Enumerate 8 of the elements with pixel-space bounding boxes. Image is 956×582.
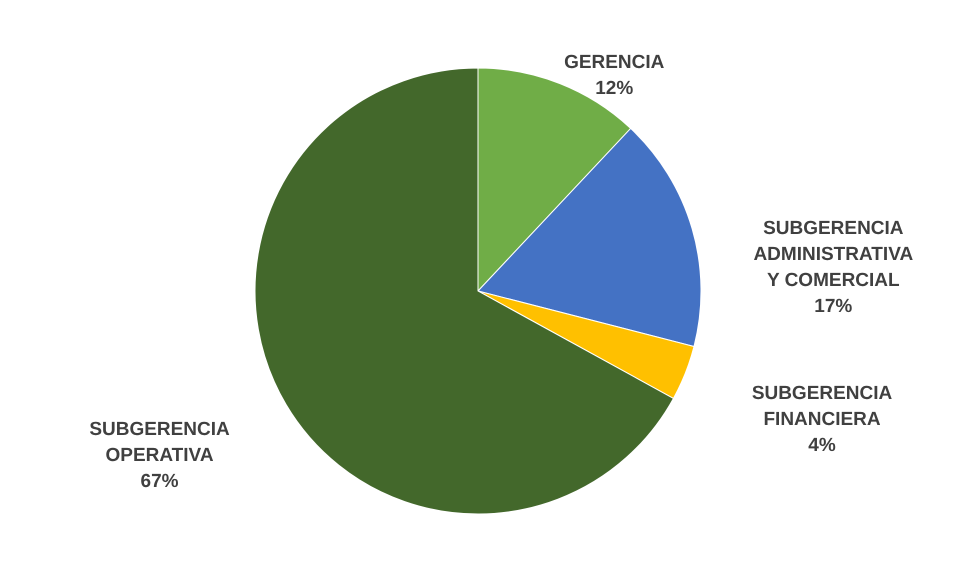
slice-label: SUBGERENCIA FINANCIERA [752,382,892,430]
slice-label: GERENCIA [564,52,665,73]
data-label: 12% [595,78,634,99]
data-label: 67% [140,470,179,492]
data-label: 17% [814,296,852,317]
slice-label: SUBGERENCIA OPERATIVA [89,418,230,466]
data-label: 4% [808,434,836,456]
slice-label: SUBGERENCIA ADMINISTRATIVA Y COMERCIAL [753,218,914,291]
